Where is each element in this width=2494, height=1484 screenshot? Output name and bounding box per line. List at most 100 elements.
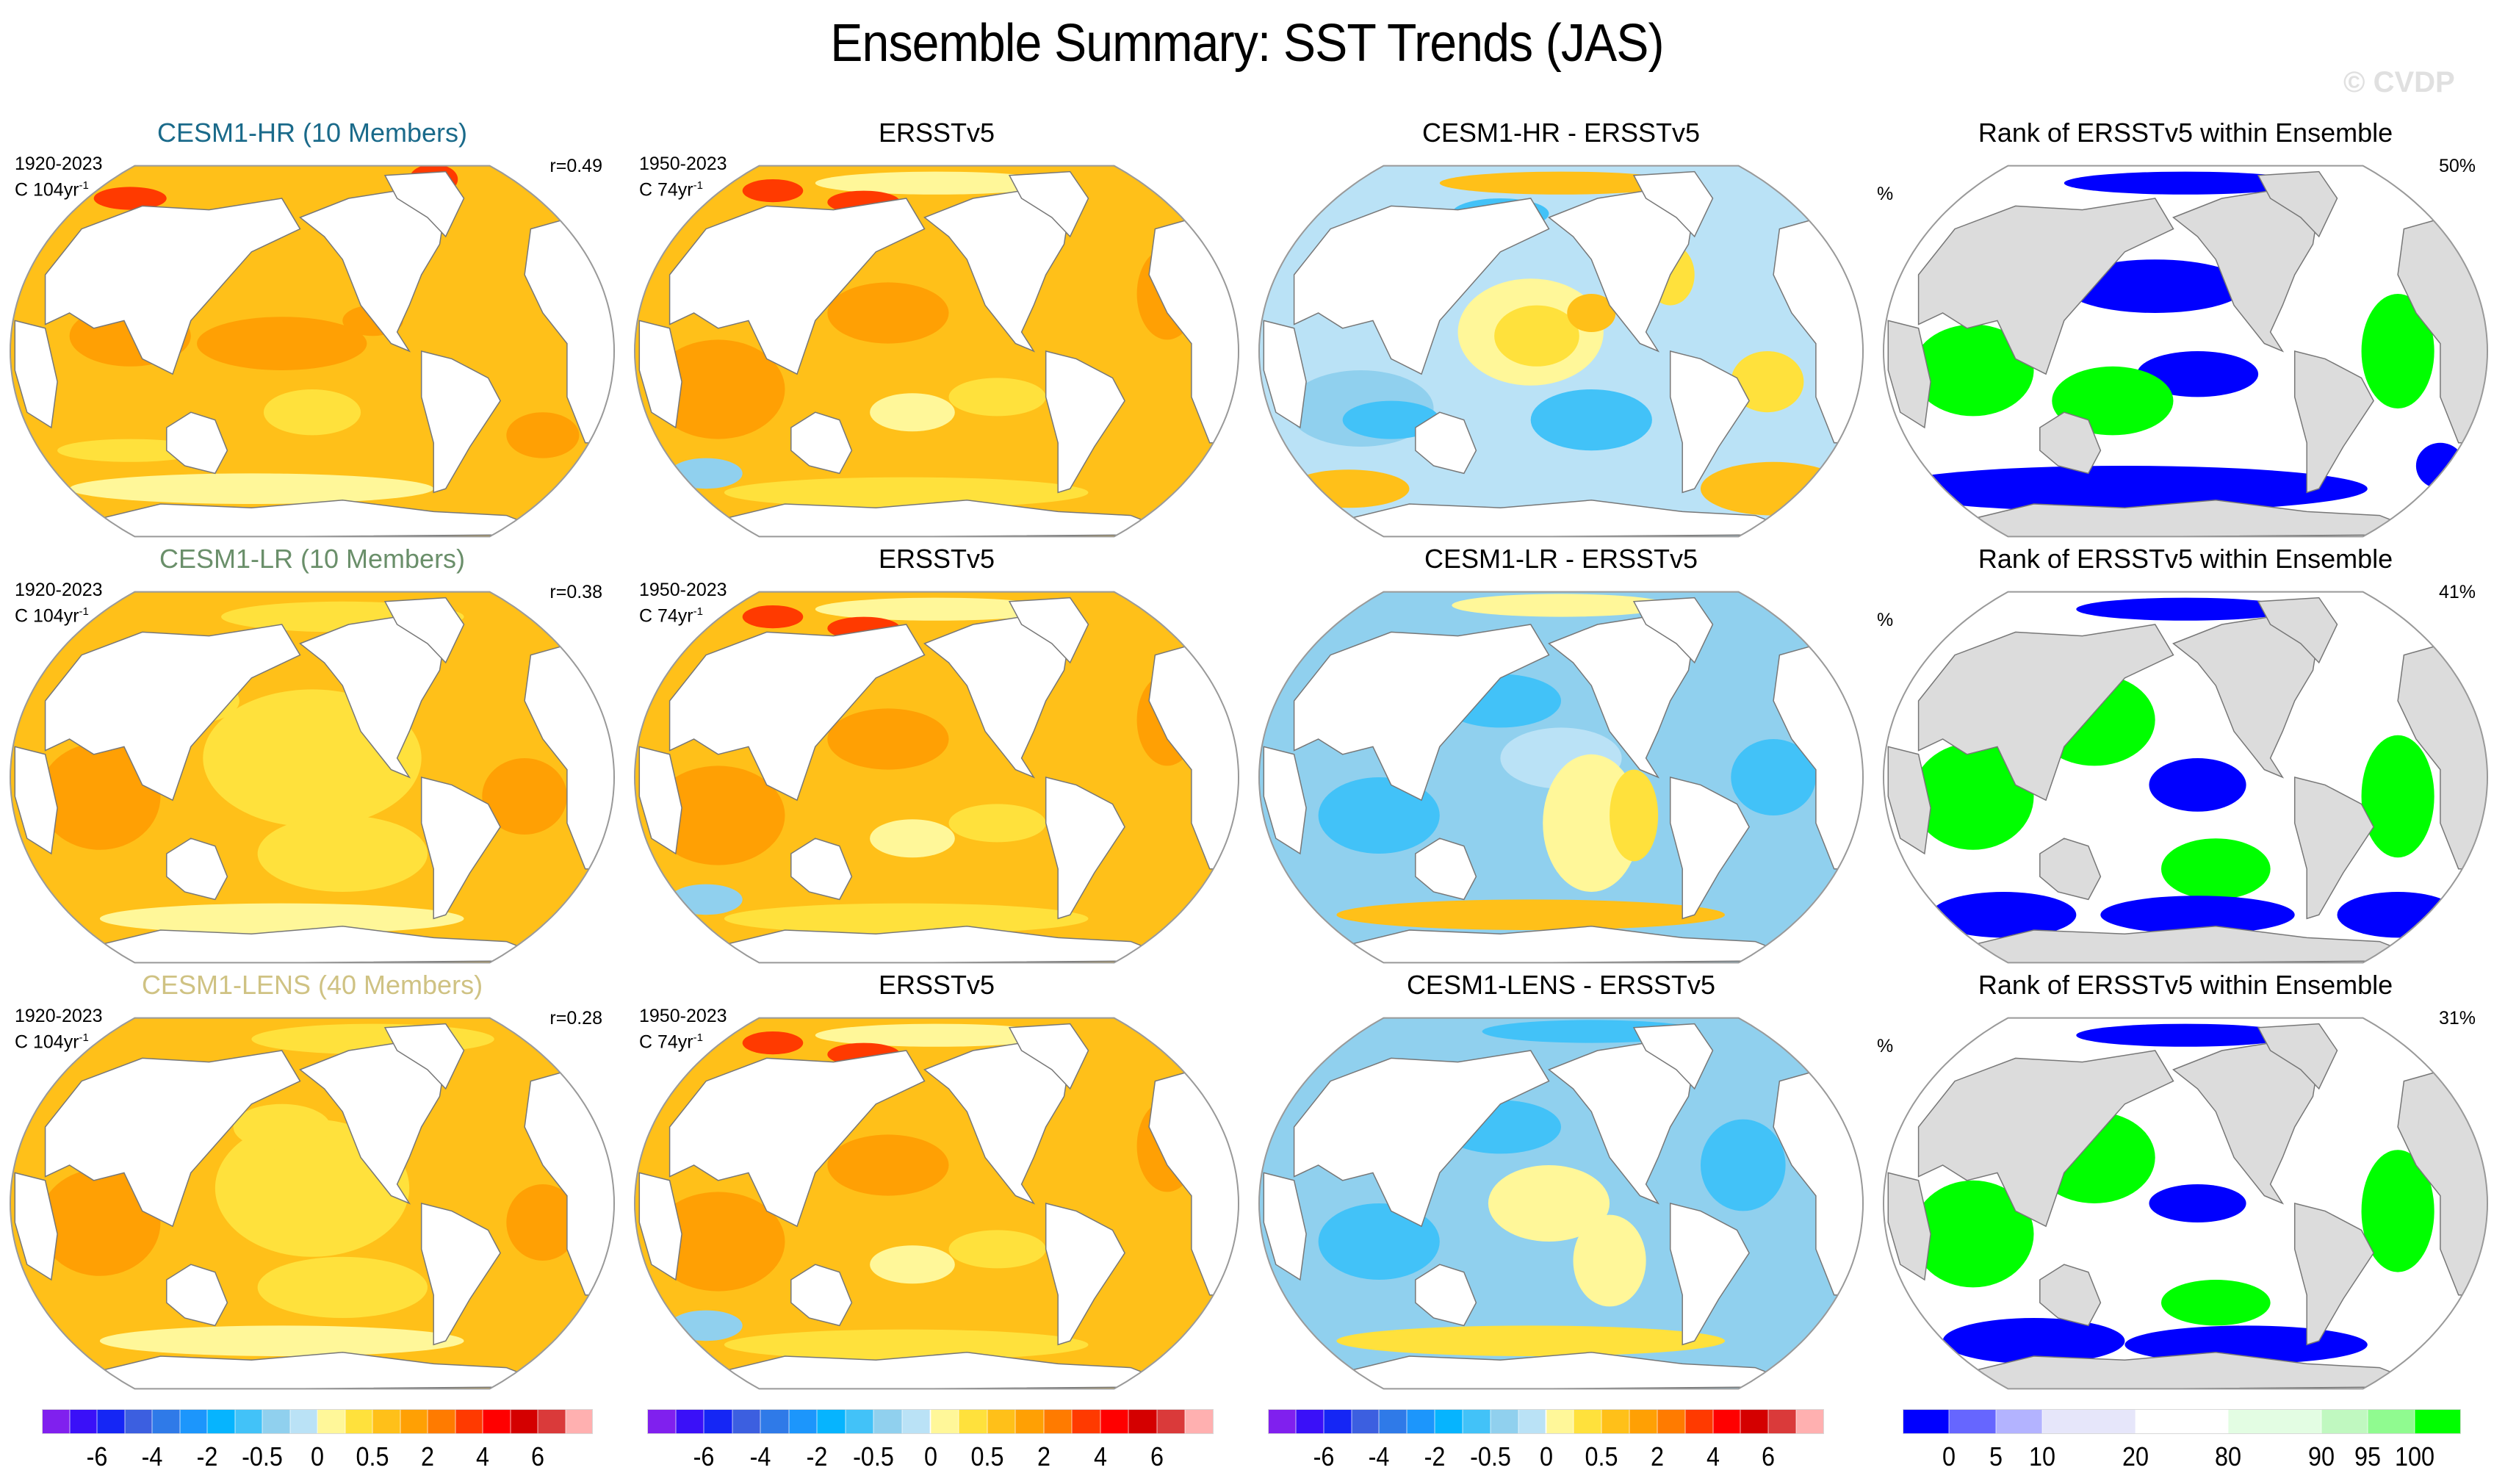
period-years: 1950-2023 [639,580,727,600]
colorbar-box [1295,1409,1324,1434]
field-contour [651,339,785,439]
colorbar-tick-label: 0 [923,1441,937,1472]
field-contour [1336,1325,1726,1356]
field-contour [742,605,804,629]
colorbar-tick-label: -6 [1313,1441,1335,1472]
map-model_hr [9,165,616,538]
colorbar-frame [42,1409,593,1434]
map-outline [9,591,616,964]
colorbar-box [2321,1409,2368,1434]
units-exponent: -1 [79,605,89,618]
units-label: C 104yr [15,605,79,627]
colorbar-box [1128,1409,1157,1434]
map-model_lr [9,591,616,964]
period-years: 1920-2023 [15,154,103,174]
land-eurasia [668,1050,926,1228]
field-contour [651,1192,785,1292]
colorbar-tick-label: -0.5 [853,1441,895,1472]
field-contour [827,708,949,770]
map-outline [1882,165,2489,538]
map-outline [633,165,1240,538]
period-label: 1920-2023 C 104yr-1 [15,1005,103,1053]
colorbar-tick-label: 20 [2122,1441,2149,1472]
colorbar-tick-label: -2 [1424,1441,1446,1472]
colorbar-tick-label: 0.5 [1585,1441,1618,1472]
colorbar-box [455,1409,483,1434]
land-greenland [383,1023,465,1090]
units-label: C 74yr [639,605,693,627]
land-africa_edge [1887,746,1931,855]
map-outline [9,1017,616,1390]
field-contour [1318,1203,1440,1280]
colorbar-box [704,1409,732,1434]
field-contour [1452,594,1671,617]
field-contour [1610,769,1659,862]
map-outline [1258,1017,1864,1390]
colorbar-box [400,1409,428,1434]
field-contour [263,389,361,436]
field-contour [506,412,580,458]
colorbar-box [538,1409,566,1434]
units-label: C 74yr [639,1031,693,1053]
land-africa_edge [1263,746,1307,855]
map-diff_lr [1258,591,1864,964]
land-australia [790,838,853,901]
land-australia [1415,1264,1477,1327]
panel-rank: Rank of ERSSTv5 within Ensemble 31%% [1873,970,2494,1396]
colorbar-frame [1268,1409,1824,1434]
land-africa_edge [14,746,58,855]
land-australia [2039,838,2102,901]
colorbar-box [1156,1409,1186,1434]
field-contour [506,1184,580,1261]
panel-title: CESM1-LR (10 Members) [159,544,466,574]
land-antarctica [1942,1352,2429,1389]
colorbar-box [1712,1409,1741,1434]
land-eurasia [44,1050,301,1228]
colorbar-tick-label: -2 [196,1441,218,1472]
colorbar-box [124,1409,152,1434]
colorbar-tick-label: 4 [1093,1441,1107,1472]
field-contour [197,317,367,370]
map-outline [633,591,1240,964]
land-antarctica [1317,926,1804,963]
colorbar-tick-label: -2 [806,1441,828,1472]
field-contour [724,903,1089,934]
units-label: C 104yr [15,179,79,201]
colorbar-tick-label: 6 [1762,1441,1776,1472]
panel-title: Rank of ERSSTv5 within Ensemble [1978,118,2393,148]
map-obs [633,591,1240,964]
land-antarctica [1317,1352,1804,1389]
period-label: 1950-2023 C 74yr-1 [639,1005,727,1053]
field-contour [2160,1280,2271,1326]
field-contour [99,903,464,934]
period-label: 1920-2023 C 104yr-1 [15,579,103,627]
land-eurasia [1917,198,2174,375]
field-contour [1912,743,2034,850]
field-contour [2361,735,2434,858]
map-outline [1882,591,2489,964]
map-rank_lens [1882,1017,2489,1390]
panel-title: ERSSTv5 [878,544,995,574]
land-africa_edge [14,1172,58,1281]
field-contour [1731,351,1804,413]
panel-title: ERSSTv5 [878,118,995,148]
pattern-correlation: r=0.28 [549,1008,602,1029]
panel-title: Rank of ERSSTv5 within Ensemble [1978,544,2393,574]
field-contour [815,171,1059,195]
land-africa_edge [1887,320,1931,429]
land-eurasia [1293,1050,1550,1228]
field-contour [2064,171,2307,195]
pattern-correlation: r=0.49 [549,156,602,176]
land-greenland [383,597,465,664]
colorbar-tick-label: 5 [1989,1441,2003,1472]
field-contour [1700,461,1847,516]
colorbar-tick-label: -4 [749,1441,771,1472]
panel-title: CESM1-LENS (40 Members) [141,970,483,1000]
percent-unit-label: % [1877,184,1894,204]
colorbar-trend: -6 -4 -2 -0.5 0 0.5 2 4 6 [42,1409,593,1472]
colorbar-tick-label: 0 [1942,1441,1956,1472]
panel-rank: Rank of ERSSTv5 within Ensemble 41%% [1873,544,2494,970]
land-africa_edge [638,746,682,855]
land-australia [166,411,228,475]
map-obs [633,1017,1240,1390]
